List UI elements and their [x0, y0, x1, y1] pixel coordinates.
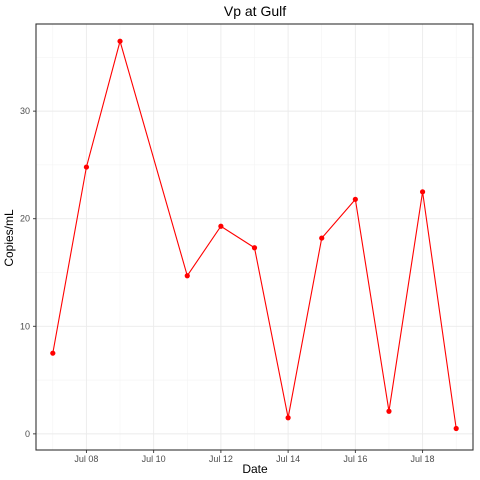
data-point: [386, 408, 392, 414]
x-tick-label: Jul 12: [209, 454, 233, 464]
data-point: [251, 245, 258, 251]
data-point: [117, 38, 123, 44]
x-tick-label: Jul 08: [74, 454, 98, 464]
x-tick-label: Jul 16: [343, 454, 367, 464]
y-tick-label: 20: [20, 214, 30, 224]
data-point: [218, 223, 224, 229]
data-point: [83, 164, 90, 170]
x-tick-label: Jul 14: [276, 454, 300, 464]
x-tick-label: Jul 10: [142, 454, 166, 464]
x-tick-label: Jul 18: [411, 454, 435, 464]
data-point: [50, 350, 56, 356]
data-point: [184, 273, 190, 279]
y-tick-label: 30: [20, 106, 30, 116]
y-tick-label: 0: [25, 429, 30, 439]
data-point: [352, 196, 358, 202]
y-axis-label: Copies/mL: [2, 209, 16, 267]
panel-border: [35, 23, 474, 451]
data-point: [319, 235, 325, 241]
x-axis-label: Date: [242, 462, 268, 476]
data-point: [453, 425, 459, 432]
grid: [36, 24, 473, 450]
series-line: [52, 39, 457, 429]
series-layer: [50, 38, 459, 432]
axes: Jul 08 Jul 10 Jul 12 Jul 14 Jul 16 Jul 18 0 10 2…: [20, 106, 435, 464]
y-tick-label: 10: [20, 321, 30, 331]
data-point: [419, 189, 426, 195]
chart-title: Vp at Gulf: [224, 3, 286, 19]
data-point: [285, 415, 291, 421]
